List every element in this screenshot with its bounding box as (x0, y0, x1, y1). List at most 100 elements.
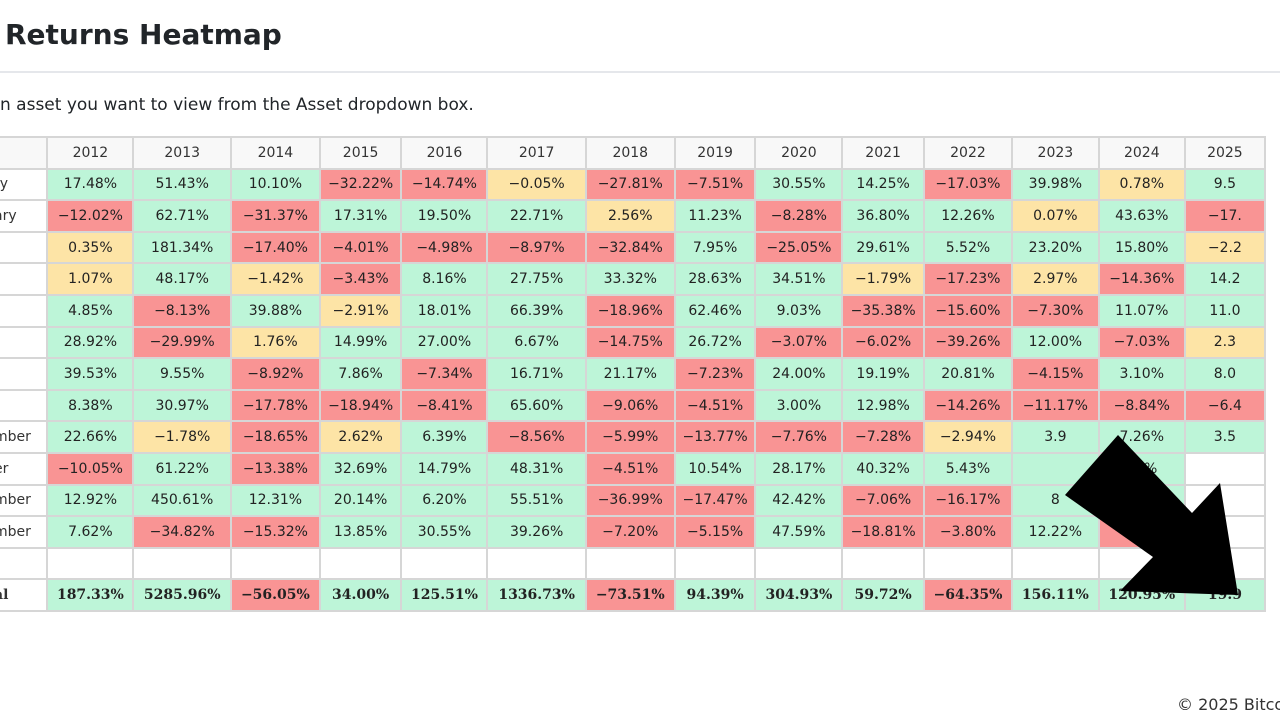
footer-copyright: © 2025 Bitcoi (1177, 695, 1280, 714)
return-cell: 42.42% (754, 483, 844, 518)
return-cell: 19.50% (400, 199, 489, 233)
return-cell: −29.99% (132, 325, 232, 360)
return-cell (132, 546, 232, 581)
year-header: 2013 (132, 136, 232, 170)
return-cell: −8.41% (400, 388, 489, 423)
return-cell: −7.20% (584, 515, 676, 549)
return-cell: −8.13% (132, 293, 232, 328)
month-label (0, 293, 49, 328)
return-cell: 6.67% (486, 325, 587, 360)
return-cell: 11.23% (673, 199, 757, 233)
return-cell: 0.35% (46, 230, 135, 265)
return-cell (584, 546, 676, 581)
return-cell: −10.05% (46, 451, 135, 486)
return-cell: 12.92% (46, 483, 135, 518)
return-cell: −14.75% (584, 325, 676, 360)
total-return-cell: 156.11% (1010, 578, 1100, 612)
return-cell: −11.17% (1010, 388, 1100, 423)
month-label: mber (0, 483, 49, 518)
year-header: 2015 (318, 136, 403, 170)
return-cell: −7.03% (1097, 325, 1186, 360)
return-cell: 27.75% (486, 262, 587, 296)
return-cell: 4.85% (46, 293, 135, 328)
return-cell: 48.31% (486, 451, 587, 486)
return-cell: −5.15% (673, 515, 757, 549)
return-cell: 21.17% (584, 357, 676, 391)
return-cell: 24.00% (754, 357, 844, 391)
return-cell: 12.98% (841, 388, 925, 423)
return-cell: 61.22% (132, 451, 232, 486)
return-cell: 5.43% (922, 451, 1013, 486)
return-cell: 39.53% (46, 357, 135, 391)
year-header: 2016 (400, 136, 489, 170)
month-label: er (0, 451, 49, 486)
month-row: ary−12.02%62.71%−31.37%17.31%19.50%22.71… (0, 199, 1267, 233)
return-cell: 39.98% (1010, 167, 1100, 202)
return-cell: −17.40% (229, 230, 321, 265)
return-cell: 2.3 (1183, 325, 1267, 360)
month-label: mber (0, 515, 49, 549)
return-cell: 0.78% (1097, 167, 1186, 202)
month-row: t8.38%30.97%−17.78%−18.94%−8.41%65.60%−9… (0, 388, 1267, 423)
total-return-cell: 59.72% (841, 578, 925, 612)
return-cell: −8.56% (486, 420, 587, 454)
month-row: ry17.48%51.43%10.10%−32.22%−14.74%−0.05%… (0, 167, 1267, 202)
return-cell: 2.62% (318, 420, 403, 454)
return-cell: 7.86% (318, 357, 403, 391)
return-cell: −7.28% (841, 420, 925, 454)
return-cell: 12.31% (229, 483, 321, 518)
return-cell: 30.55% (400, 515, 489, 549)
return-cell: −36.99% (584, 483, 676, 518)
return-cell: 39.88% (229, 293, 321, 328)
return-cell: −32.22% (318, 167, 403, 202)
return-cell (922, 546, 1013, 581)
year-header: 2014 (229, 136, 321, 170)
return-cell: −7.06% (841, 483, 925, 518)
return-cell: −9.06% (584, 388, 676, 423)
total-return-cell: 5285.96% (132, 578, 232, 612)
return-cell: −4.51% (584, 451, 676, 486)
return-cell: 34.51% (754, 262, 844, 296)
year-header: 2025 (1183, 136, 1267, 170)
return-cell: −17.78% (229, 388, 321, 423)
return-cell: 14.99% (318, 325, 403, 360)
return-cell: 13.85% (318, 515, 403, 549)
total-return-cell: −56.05% (229, 578, 321, 612)
return-cell: 9.5 (1183, 167, 1267, 202)
return-cell: −8.84% (1097, 388, 1186, 423)
return-cell: 29.61% (841, 230, 925, 265)
return-cell: 28.17% (754, 451, 844, 486)
return-cell: −2.2 (1183, 230, 1267, 265)
return-cell: 30.97% (132, 388, 232, 423)
return-cell: −17.47% (673, 483, 757, 518)
return-cell: −25.05% (754, 230, 844, 265)
return-cell: −7.34% (400, 357, 489, 391)
return-cell: −3.80% (922, 515, 1013, 549)
return-cell: −34.82% (132, 515, 232, 549)
return-cell: 7.62% (46, 515, 135, 549)
return-cell: −0.05% (486, 167, 587, 202)
month-label: mber (0, 420, 49, 454)
return-cell: −14.74% (400, 167, 489, 202)
month-label (0, 230, 49, 265)
year-header: 2024 (1097, 136, 1186, 170)
total-return-cell: −73.51% (584, 578, 676, 612)
return-cell: 7.95% (673, 230, 757, 265)
return-cell: 30.55% (754, 167, 844, 202)
return-cell: 19.19% (841, 357, 925, 391)
year-header: 2020 (754, 136, 844, 170)
month-label (0, 357, 49, 391)
pointer-arrow-icon (1065, 435, 1238, 595)
return-cell: −17. (1183, 199, 1267, 233)
return-cell (486, 546, 587, 581)
year-header-row: 2012 2013 2014 2015 2016 2017 2018 2019 2020 2021… (0, 136, 1267, 170)
return-cell: 51.43% (132, 167, 232, 202)
return-cell: 18.01% (400, 293, 489, 328)
heatmap-table: 2012 2013 2014 2015 2016 2017 2018 2019 2020 2021… (0, 136, 1267, 612)
return-cell: −13.77% (673, 420, 757, 454)
return-cell: 62.71% (132, 199, 232, 233)
return-cell: 1.76% (229, 325, 321, 360)
return-cell: 14.25% (841, 167, 925, 202)
month-label (0, 546, 49, 581)
return-cell: −6.4 (1183, 388, 1267, 423)
